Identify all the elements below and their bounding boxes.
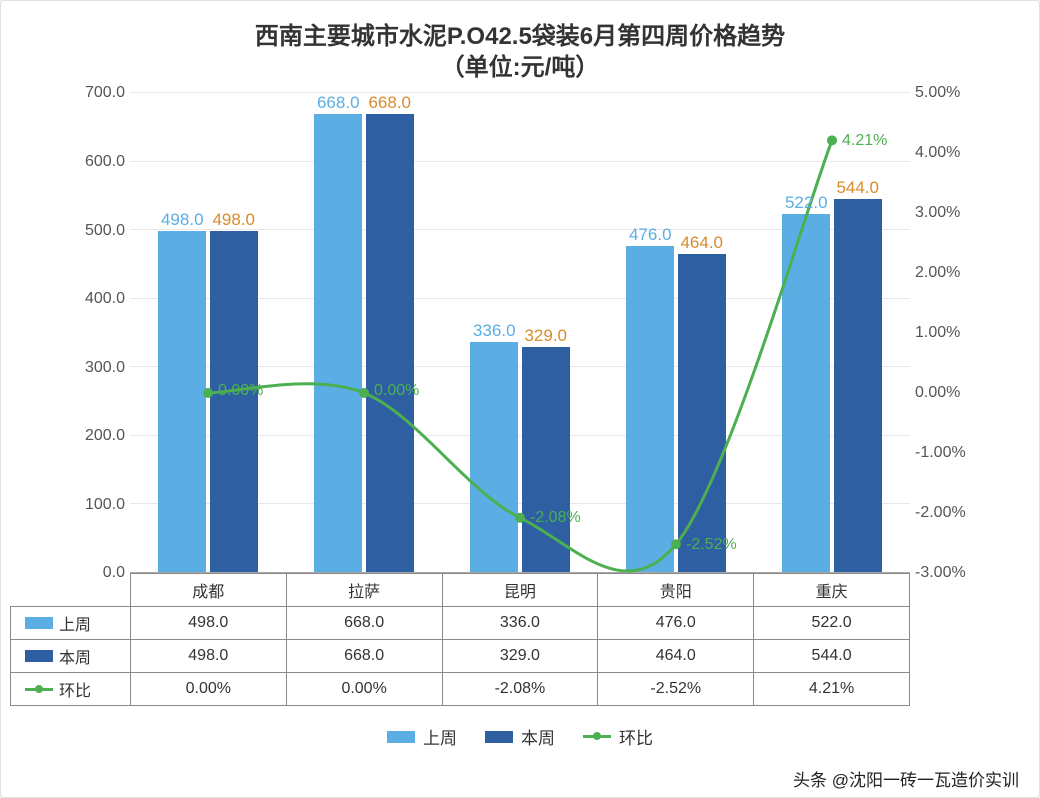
legend-text: 环比 (619, 724, 653, 749)
pct-label: 4.21% (842, 132, 887, 150)
table-cell: 0.00% (130, 673, 286, 706)
legend-item: 环比 (583, 724, 653, 749)
table-cell: 476.0 (598, 607, 754, 640)
bar-label-last: 668.0 (317, 93, 360, 113)
legend-text: 上周 (423, 724, 457, 749)
table-cell: 498.0 (130, 607, 286, 640)
y-right-tick: 1.00% (915, 324, 985, 342)
legend-label: 本周 (59, 644, 91, 668)
table-cell: 464.0 (598, 640, 754, 673)
y-left-tick: 600.0 (60, 153, 125, 171)
y-right-tick: 0.00% (915, 384, 985, 402)
table-cell: 4.21% (754, 673, 910, 706)
table-row: 上周 498.0668.0336.0476.0522.0 (11, 607, 910, 640)
bar-label-this: 668.0 (368, 93, 411, 113)
legend-text: 本周 (521, 724, 555, 749)
bar-label-this: 544.0 (836, 178, 879, 198)
bar-label-last: 336.0 (473, 321, 516, 341)
table-header-row: 成都拉萨昆明贵阳重庆 (11, 574, 910, 607)
table-cell: 668.0 (286, 640, 442, 673)
y-left-tick: 300.0 (60, 359, 125, 377)
y-left-tick: 500.0 (60, 222, 125, 240)
pct-label: -2.52% (686, 536, 737, 554)
table-row-legend: 环比 (11, 673, 131, 706)
plot-area: 498.0 498.0 0.00% 668.0 668.0 0.00% 336.0 329.0… (130, 93, 910, 573)
bar-label-last: 476.0 (629, 225, 672, 245)
pct-label: -2.08% (530, 509, 581, 527)
legend-label: 上周 (59, 611, 91, 635)
pct-label: 0.00% (374, 382, 419, 400)
table-cell: 668.0 (286, 607, 442, 640)
table-cell: 544.0 (754, 640, 910, 673)
legend-swatch (387, 731, 415, 743)
legend-swatch-line (583, 735, 611, 738)
table-cell: 522.0 (754, 607, 910, 640)
y-left-tick: 200.0 (60, 427, 125, 445)
table-col-header: 贵阳 (598, 574, 754, 607)
y-right-tick: 5.00% (915, 84, 985, 102)
bar-labels-layer: 498.0 498.0 0.00% 668.0 668.0 0.00% 336.0 329.0… (130, 93, 910, 572)
legend-swatch (485, 731, 513, 743)
chart-container: 西南主要城市水泥P.O42.5袋装6月第四周价格趋势（单位:元/吨） 0.010… (0, 0, 1040, 798)
bar-label-this: 329.0 (524, 326, 567, 346)
y-left-tick: 400.0 (60, 290, 125, 308)
bottom-legend: 上周 本周 环比 (31, 724, 1009, 749)
y-right-tick: 4.00% (915, 144, 985, 162)
data-table: 成都拉萨昆明贵阳重庆上周 498.0668.0336.0476.0522.0 本周 4… (10, 573, 910, 706)
table-cell: 329.0 (442, 640, 598, 673)
table-cell: -2.52% (598, 673, 754, 706)
y-right-tick: -1.00% (915, 444, 985, 462)
table-row-legend: 上周 (11, 607, 131, 640)
bar-label-last: 498.0 (161, 210, 204, 230)
y-right-tick: -2.00% (915, 504, 985, 522)
y-right-tick: 3.00% (915, 204, 985, 222)
legend-item: 本周 (485, 724, 555, 749)
bar-label-last: 522.0 (785, 193, 828, 213)
y-left-tick: 100.0 (60, 496, 125, 514)
table-col-header: 拉萨 (286, 574, 442, 607)
table-cell: 336.0 (442, 607, 598, 640)
table-row: 本周 498.0668.0329.0464.0544.0 (11, 640, 910, 673)
plot-wrapper: 0.0100.0200.0300.0400.0500.0600.0700.0 -… (130, 93, 910, 573)
table-col-header: 昆明 (442, 574, 598, 607)
chart-title: 西南主要城市水泥P.O42.5袋装6月第四周价格趋势（单位:元/吨） (31, 21, 1009, 83)
y-axis-left: 0.0100.0200.0300.0400.0500.0600.0700.0 (60, 93, 125, 573)
table-col-header: 成都 (130, 574, 286, 607)
y-right-tick: 2.00% (915, 264, 985, 282)
legend-item: 上周 (387, 724, 457, 749)
y-axis-right: -3.00%-2.00%-1.00%0.00%1.00%2.00%3.00%4.… (915, 93, 985, 573)
pct-label: 0.00% (218, 382, 263, 400)
y-left-tick: 700.0 (60, 84, 125, 102)
bar-label-this: 464.0 (680, 233, 723, 253)
table-cell: 498.0 (130, 640, 286, 673)
table-col-header: 重庆 (754, 574, 910, 607)
table-cell: -2.08% (442, 673, 598, 706)
table-row: 环比0.00%0.00%-2.08%-2.52%4.21% (11, 673, 910, 706)
bar-label-this: 498.0 (212, 210, 255, 230)
y-right-tick: -3.00% (915, 564, 985, 582)
legend-label: 环比 (59, 677, 91, 701)
table-cell: 0.00% (286, 673, 442, 706)
table-row-legend: 本周 (11, 640, 131, 673)
attribution-text: 头条 @沈阳一砖一瓦造价实训 (793, 766, 1019, 791)
